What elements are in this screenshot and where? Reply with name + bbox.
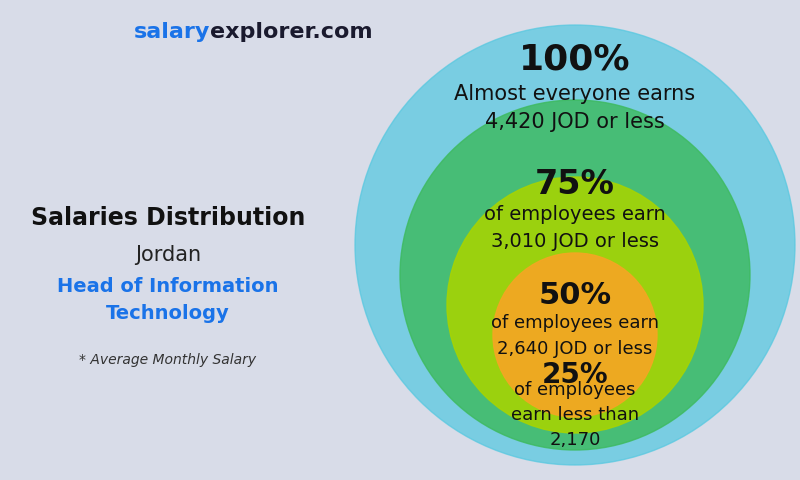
Text: explorer.com: explorer.com bbox=[210, 22, 373, 42]
Text: Salaries Distribution: Salaries Distribution bbox=[31, 206, 305, 230]
Text: 75%: 75% bbox=[535, 168, 615, 202]
Text: of employees earn
2,640 JOD or less: of employees earn 2,640 JOD or less bbox=[491, 314, 659, 358]
Text: of employees earn
3,010 JOD or less: of employees earn 3,010 JOD or less bbox=[484, 205, 666, 251]
Text: of employees
earn less than
2,170: of employees earn less than 2,170 bbox=[511, 381, 639, 449]
Text: * Average Monthly Salary: * Average Monthly Salary bbox=[79, 353, 257, 367]
Circle shape bbox=[400, 100, 750, 450]
Text: Almost everyone earns
4,420 JOD or less: Almost everyone earns 4,420 JOD or less bbox=[454, 84, 695, 132]
Text: 25%: 25% bbox=[542, 361, 608, 389]
Text: Head of Information
Technology: Head of Information Technology bbox=[58, 277, 278, 323]
Circle shape bbox=[493, 253, 657, 417]
Text: salary: salary bbox=[134, 22, 210, 42]
Text: 50%: 50% bbox=[538, 280, 611, 310]
Text: 100%: 100% bbox=[519, 43, 630, 77]
Circle shape bbox=[447, 177, 703, 433]
Text: Jordan: Jordan bbox=[135, 245, 201, 265]
Circle shape bbox=[355, 25, 795, 465]
